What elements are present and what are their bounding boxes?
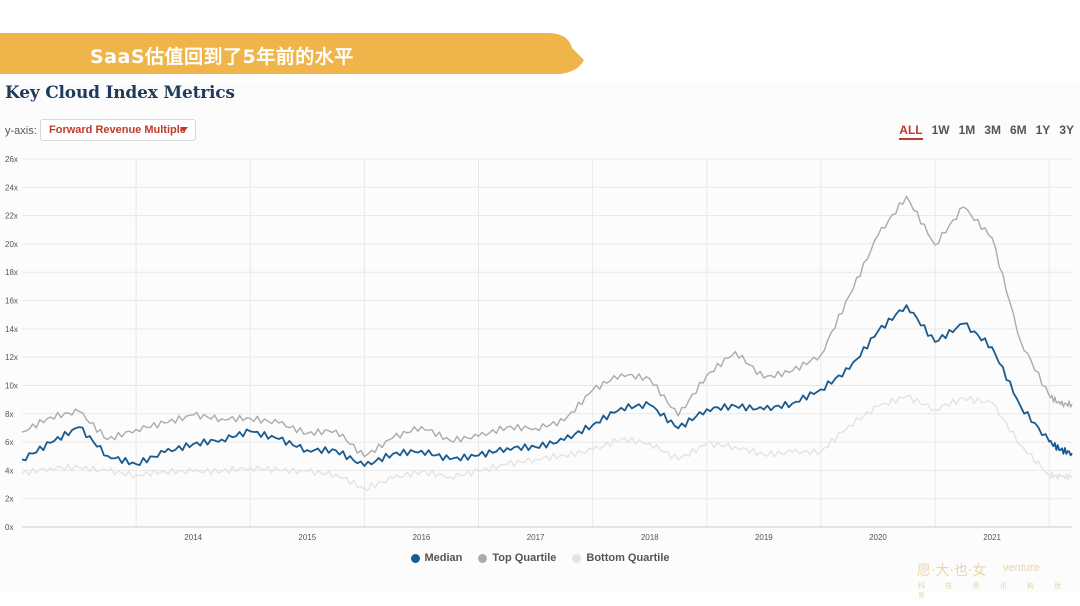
chart-legend: Median Top Quartile Bottom Quartile <box>0 552 1080 564</box>
series-line-median <box>21 304 1073 467</box>
watermark-english: venture <box>1003 562 1040 574</box>
y-tick-label: 18x <box>5 268 18 277</box>
y-tick-label: 8x <box>5 410 13 419</box>
y-tick-label: 22x <box>5 212 18 221</box>
y-tick-label: 4x <box>5 466 13 475</box>
legend-label-top-quartile: Top Quartile <box>492 552 557 564</box>
range-1m[interactable]: 1M <box>958 123 976 137</box>
watermark-subtitle: 科 技 资 讯 构 世 界 <box>918 582 1071 600</box>
y-tick-label: 10x <box>5 381 18 390</box>
chart-card <box>0 82 1080 592</box>
x-tick-label: 2016 <box>413 533 431 542</box>
legend-item-median[interactable]: Median <box>410 552 463 564</box>
y-tick-label: 24x <box>5 183 18 192</box>
range-3y[interactable]: 3Y <box>1059 123 1074 137</box>
banner-ribbon <box>0 33 584 74</box>
yaxis-dropdown[interactable]: Forward Revenue Multiple <box>40 119 196 141</box>
watermark-logo-text: 愿·大·也·女 <box>917 563 987 579</box>
legend-dot-top-quartile <box>478 553 488 563</box>
range-selector: ALL 1W 1M 3M 6M 1Y 3Y <box>899 123 1074 140</box>
y-tick-label: 20x <box>5 240 18 249</box>
y-tick-label: 26x <box>5 155 18 164</box>
x-tick-label: 2015 <box>298 533 316 542</box>
legend-label-bottom-quartile: Bottom Quartile <box>586 552 670 564</box>
y-tick-label: 16x <box>5 297 18 306</box>
yaxis-label: y-axis: <box>5 125 37 137</box>
range-1w[interactable]: 1W <box>931 123 950 137</box>
banner-shape <box>0 33 584 74</box>
x-tick-label: 2021 <box>983 533 1001 542</box>
y-tick-label: 0x <box>5 523 13 532</box>
x-tick-label: 2017 <box>527 533 545 542</box>
x-tick-label: 2020 <box>869 533 887 542</box>
banner-title: SaaS估值回到了5年前的水平 <box>90 46 354 68</box>
x-tick-label: 2014 <box>184 533 202 542</box>
legend-item-bottom-quartile[interactable]: Bottom Quartile <box>572 552 670 564</box>
x-tick-label: 2018 <box>641 533 659 542</box>
range-1y[interactable]: 1Y <box>1035 123 1051 137</box>
y-tick-label: 2x <box>5 495 13 504</box>
x-tick-label: 2019 <box>755 533 773 542</box>
yaxis-dropdown-value: Forward Revenue Multiple <box>49 124 186 136</box>
legend-dot-median <box>410 553 420 563</box>
legend-label-median: Median <box>424 552 463 564</box>
range-3m[interactable]: 3M <box>984 123 1001 137</box>
series-line-top-quartile <box>21 195 1073 458</box>
legend-item-top-quartile[interactable]: Top Quartile <box>478 552 556 564</box>
chevron-down-icon <box>180 127 188 132</box>
y-tick-label: 12x <box>5 353 18 362</box>
legend-dot-bottom-quartile <box>572 553 582 563</box>
chart-title: Key Cloud Index Metrics <box>5 83 235 103</box>
y-tick-label: 6x <box>5 438 13 447</box>
line-chart: 0x 2x 4x 6x 8x 10x 12x 14x 16x 18x 20x 22x 24x 26x 201… <box>5 155 1073 542</box>
y-tick-label: 14x <box>5 325 18 334</box>
range-6m[interactable]: 6M <box>1009 123 1027 137</box>
range-all[interactable]: ALL <box>899 123 923 140</box>
series-line-bottom-quartile <box>21 394 1073 491</box>
